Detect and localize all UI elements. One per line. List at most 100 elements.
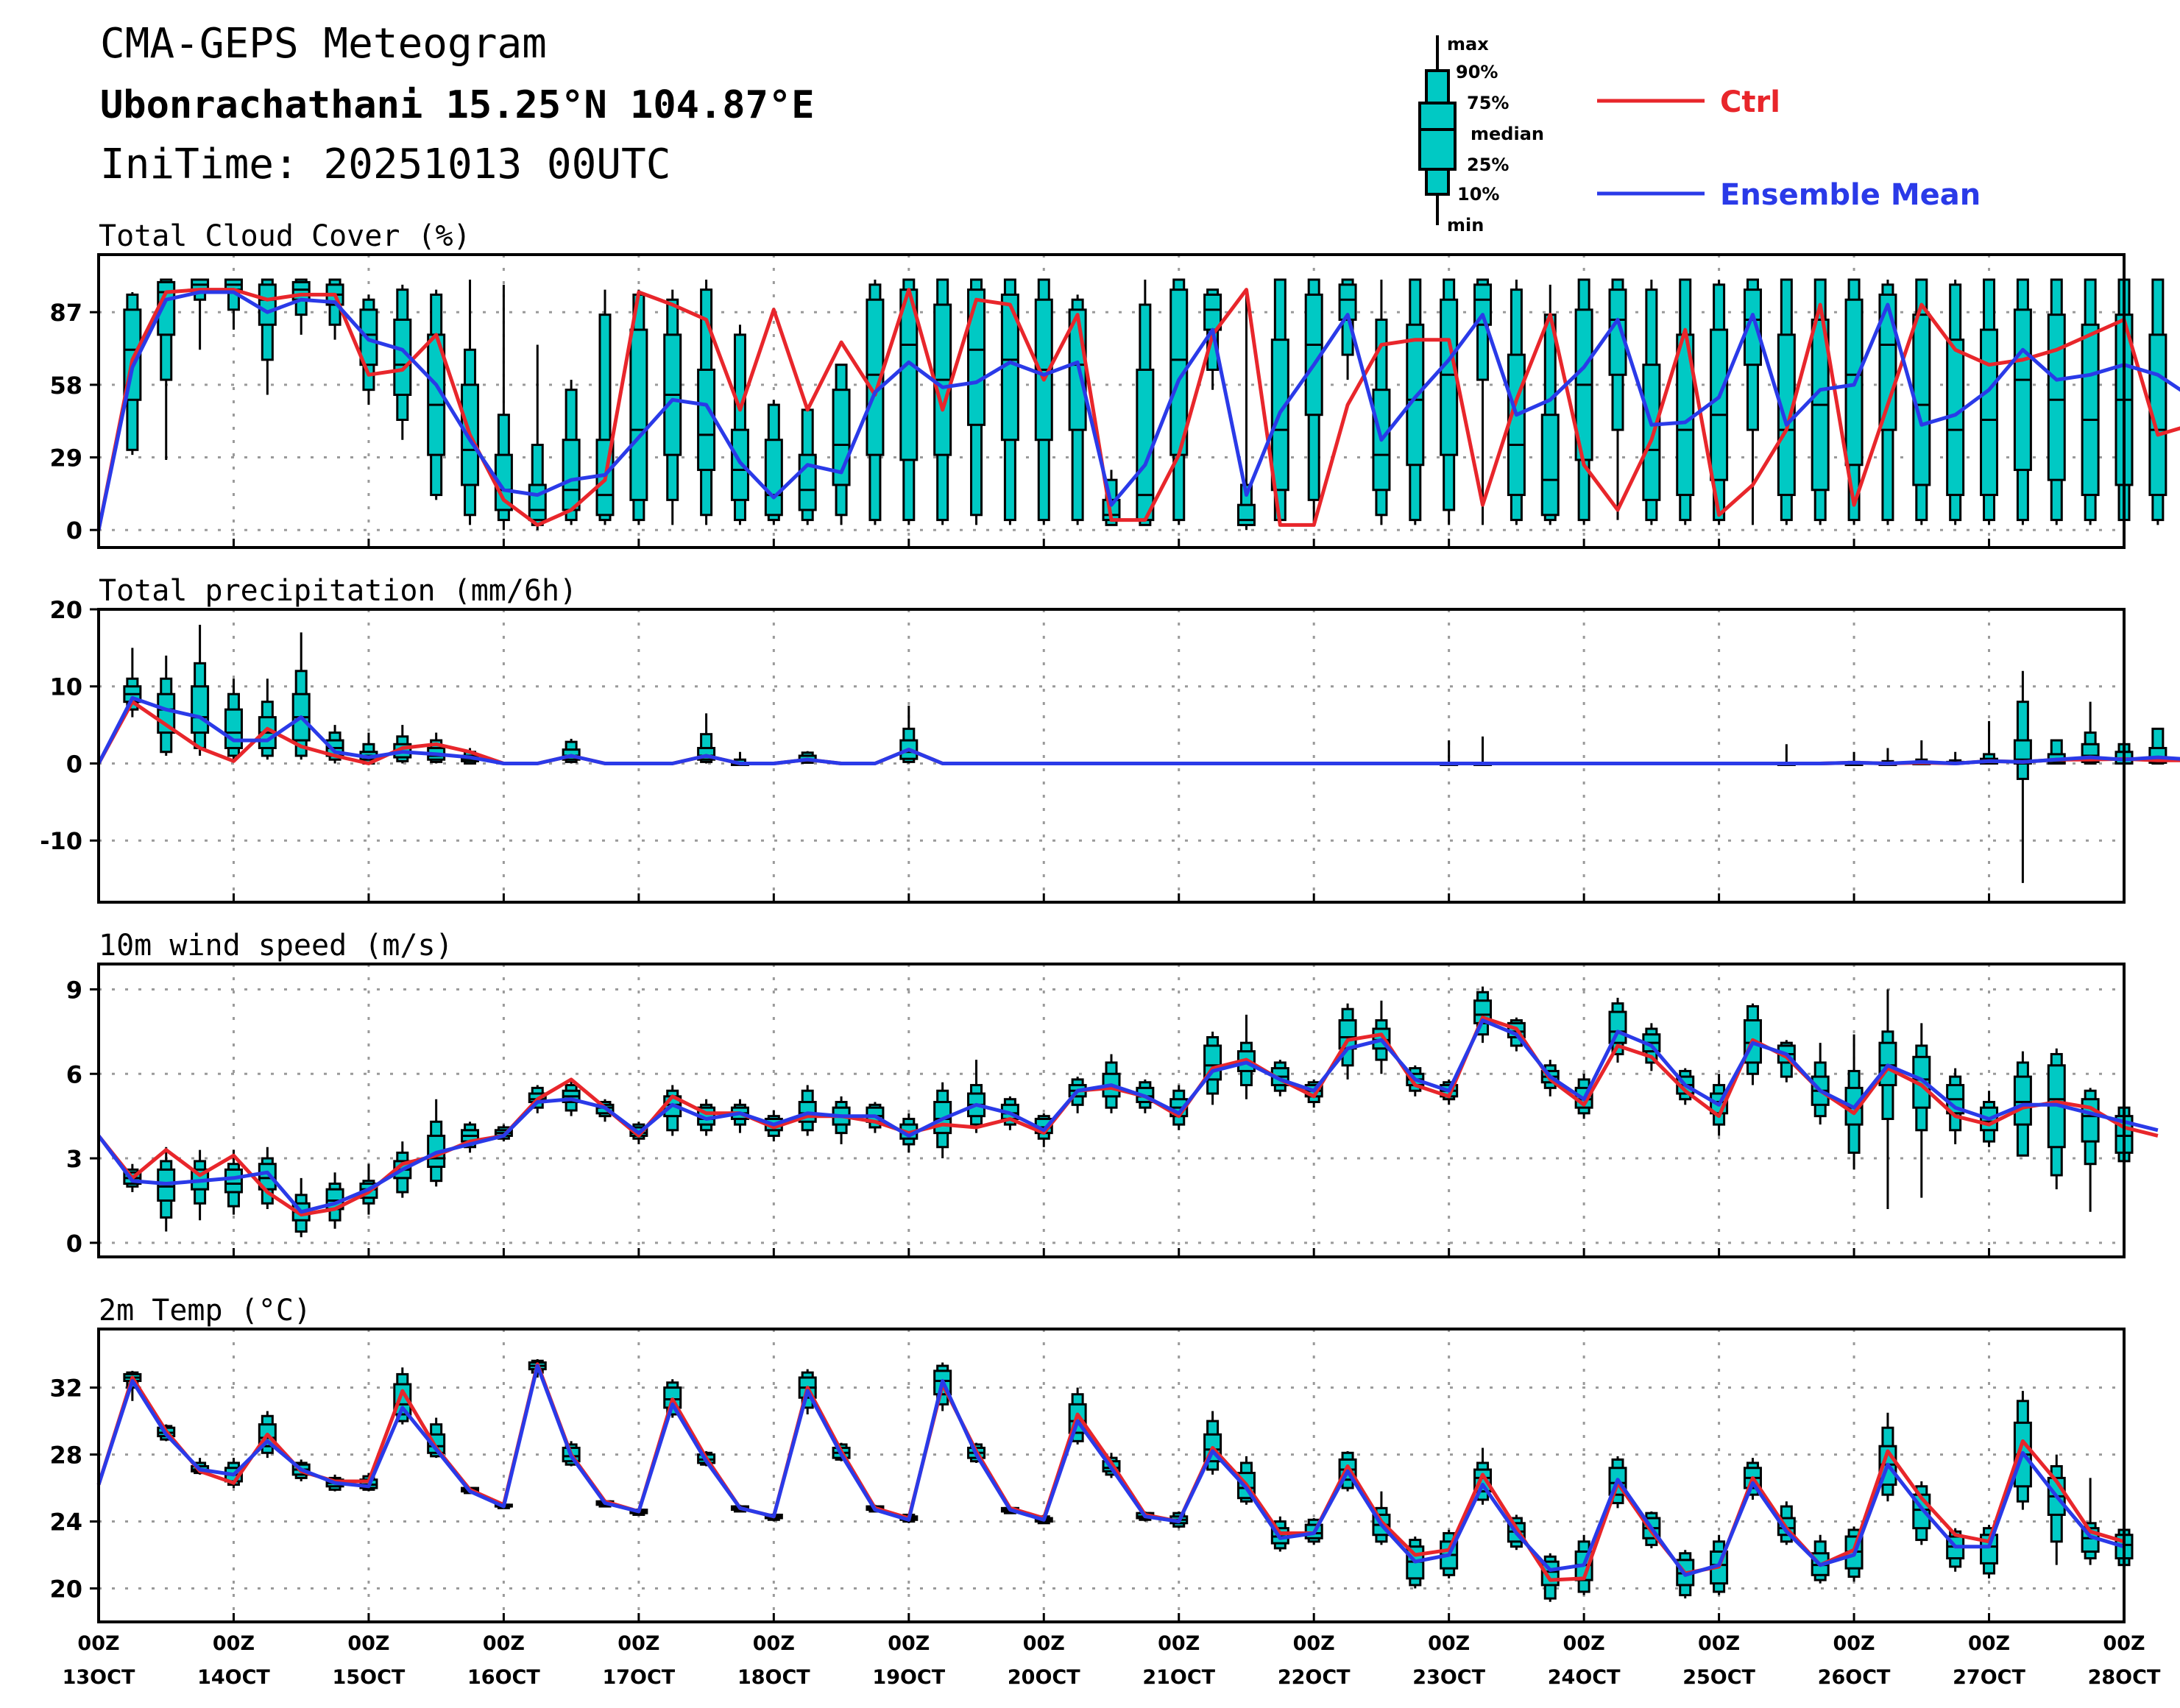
box-whisker [1169,278,1189,525]
legend-p90-label: 90% [1456,62,1498,82]
box-whisker [1777,1040,1796,1082]
x-tick-label-date: 17OCT [602,1666,675,1689]
box-inner [1473,283,1493,326]
ctrl-line [96,288,2180,531]
chart-title: CMA-GEPS Meteogram [100,20,547,68]
box-whisker [191,624,210,756]
box-whisker [224,1149,243,1215]
panel-wind-speed: 0 3 6 9 [66,963,2159,1258]
box-inner [191,685,210,734]
legend-ctrl-label: Ctrl [1720,85,1780,119]
box-whisker [224,678,243,760]
x-tick-label-date: 21OCT [1142,1666,1215,1689]
box-whisker [967,278,986,525]
box-whisker [528,344,547,531]
box-inner [629,328,648,501]
x-axis: 00Z 13OCT 00Z 14OCT 00Z 15OCT 00Z 16OCT 00Z 17OCT… [63,1632,2161,1689]
legend-max-label: max [1447,34,1489,54]
box-whisker [2081,278,2100,525]
box-inner [224,1168,243,1194]
y-tick-label: 20 [49,596,82,624]
box-whisker [1304,278,1323,525]
box-whisker [1440,278,1459,525]
box-whisker [2013,670,2032,883]
legend-p10-label: 10% [1457,184,1499,205]
box-inner [1507,353,1526,497]
legend-mean-label: Ensemble Mean [1720,178,1981,212]
box-whisker [494,284,513,531]
panel-precipitation: -10 0 10 20 [40,596,2180,904]
box-whisker [1136,280,1155,526]
x-tick-label-hour: 00Z [483,1632,525,1655]
x-tick-label-date: 15OCT [333,1666,406,1689]
y-tick-label: 29 [49,444,82,472]
x-tick-label-hour: 00Z [1833,1632,1875,1655]
x-tick-label-date: 19OCT [872,1666,945,1689]
x-tick-label-hour: 00Z [1698,1632,1740,1655]
box-inner [1642,364,1661,501]
box-inner [1710,328,1729,481]
box-whisker [393,725,412,764]
y-tick-label: 58 [49,372,82,400]
box-whisker [1777,278,1796,525]
x-tick-label-hour: 00Z [347,1632,389,1655]
box-whisker [1912,278,1931,525]
box-whisker [1608,278,1627,520]
x-tick-label-date: 13OCT [63,1666,135,1689]
ensemble-mean-line [96,1018,2159,1214]
panel-frame [97,1328,2126,1623]
box-whisker [2047,278,2066,525]
box-inner [1440,298,1459,456]
box-whisker [629,289,648,525]
box-inner [1743,288,1762,366]
x-tick-label-hour: 00Z [753,1632,795,1655]
box-whisker [1372,280,1391,525]
box-whisker [764,400,783,525]
x-tick-label-date: 25OCT [1682,1666,1755,1689]
box-inner [1980,328,1999,497]
box-whisker [461,1121,480,1153]
box-whisker [798,1085,817,1136]
box-whisker [224,278,243,330]
box-whisker [1811,278,1830,525]
legend-p25-label: 25% [1467,155,1509,175]
y-tick-label: 0 [66,1230,82,1258]
box-whisker [461,280,480,525]
box-inner [866,298,885,456]
box-whisker [595,289,615,525]
x-tick-label-date: 26OCT [1818,1666,1891,1689]
box-whisker [291,278,311,335]
box-inner [1540,414,1560,517]
box-legend: max 90% 75% median 25% 10% min [1418,34,1544,235]
box-inner [1236,503,1256,526]
y-tick-label: -10 [40,827,82,855]
y-tick-label: 3 [66,1145,82,1173]
box-whisker [1473,736,1493,766]
ensemble-mean-line [96,1364,2125,1577]
box-whisker [1574,278,1593,525]
panel-title-cloud: Total Cloud Cover (%) [99,219,471,253]
y-tick-label: 10 [49,673,82,701]
x-tick-label-hour: 00Z [1968,1632,2010,1655]
box-whisker [157,1147,176,1232]
panel-title-precip: Total precipitation (mm/6h) [99,574,577,608]
box-whisker [1338,278,1357,380]
box-inner [764,439,783,517]
box-inner [1136,368,1155,522]
box-inner [224,708,243,750]
x-tick-label-hour: 00Z [617,1632,659,1655]
box-whisker [832,364,851,525]
box-whisker [2013,278,2032,525]
box-whisker [427,732,446,764]
box-inner [258,283,277,326]
panel-cloud-cover: 0 29 58 87 [49,253,2180,549]
box-whisker [562,738,581,764]
box-whisker [1034,278,1053,525]
x-tick-label-hour: 00Z [1563,1632,1605,1655]
box-whisker [933,278,952,525]
legend-median-label: median [1471,124,1544,144]
y-tick-label: 6 [66,1060,82,1088]
x-tick-label-hour: 00Z [77,1632,119,1655]
y-tick-label: 9 [66,976,82,1004]
